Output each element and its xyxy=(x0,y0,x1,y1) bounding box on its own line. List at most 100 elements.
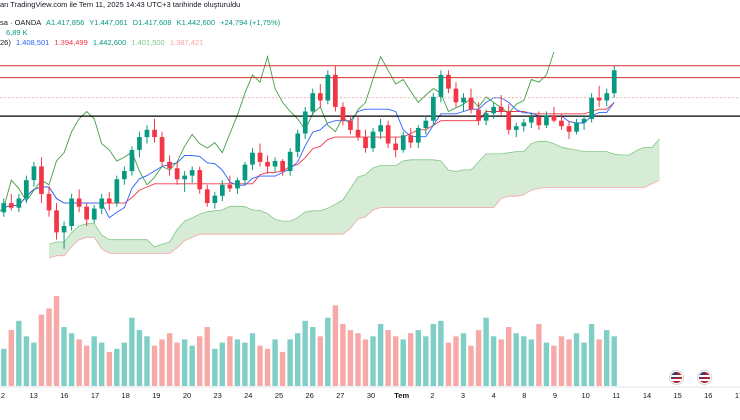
volume-bar xyxy=(445,342,452,386)
candle-body xyxy=(272,161,278,167)
candle-body xyxy=(385,125,391,144)
header-line-1: an TradingView.com ile Tem 11, 2025 14:4… xyxy=(0,0,243,9)
candle-body xyxy=(287,151,293,171)
volume-bar xyxy=(272,339,278,386)
volume-bar xyxy=(99,342,105,386)
cloud-area xyxy=(49,139,660,258)
symbol-label[interactable]: sa · OANDA xyxy=(0,18,42,27)
volume-bar xyxy=(453,336,459,386)
candle-body xyxy=(61,226,67,233)
candle-body xyxy=(529,117,534,123)
candle-body xyxy=(39,166,44,194)
candle-body xyxy=(340,106,346,121)
volume-bar xyxy=(475,330,482,386)
candle-body xyxy=(204,189,210,203)
candle-body xyxy=(122,171,127,180)
volume-bar xyxy=(31,342,37,386)
candle-body xyxy=(446,74,451,89)
us-flag-icon[interactable] xyxy=(670,371,683,384)
volume-bar xyxy=(317,336,323,386)
volume-bar xyxy=(310,327,316,386)
candle-body xyxy=(129,150,135,172)
volume-bar xyxy=(332,305,339,386)
candle-body xyxy=(438,74,444,97)
candle-body xyxy=(91,208,97,220)
candle-body xyxy=(378,125,383,132)
volume-bar xyxy=(460,333,467,386)
candle-body xyxy=(197,170,203,190)
volume-bar xyxy=(581,342,587,386)
candle-body xyxy=(476,109,481,121)
volume-bar xyxy=(295,333,301,386)
candle-body xyxy=(604,93,610,101)
volume-bar xyxy=(121,342,127,386)
chikou-value: 1.442,600 xyxy=(92,38,127,47)
candle-body xyxy=(1,203,7,213)
high-value: Y1.447,061 xyxy=(89,18,128,27)
candle-body xyxy=(182,175,187,180)
x-tick-label: 9 xyxy=(553,391,557,400)
candle-body xyxy=(302,111,308,134)
candle-body xyxy=(69,198,74,226)
candle-body xyxy=(408,135,414,143)
x-tick-label: 25 xyxy=(275,391,283,400)
candle-body xyxy=(137,137,142,150)
volume-bar xyxy=(423,336,429,386)
candle-body xyxy=(159,137,165,162)
volume-bar xyxy=(114,348,120,386)
span-b-line xyxy=(48,179,660,259)
horizontal-levels[interactable] xyxy=(0,65,740,117)
candle-body xyxy=(393,143,398,150)
candle-body xyxy=(468,97,474,110)
x-tick-label: 14 xyxy=(643,391,651,400)
volume-bar xyxy=(400,339,406,386)
us-flag-icon[interactable] xyxy=(698,371,711,384)
x-tick-label: 26 xyxy=(306,391,314,400)
volume-bar xyxy=(23,336,30,386)
header-line-2: sa · OANDA A1.417,856 Y1.447,061 D1.417,… xyxy=(0,18,283,27)
volume-bar xyxy=(513,333,519,386)
volume-bar xyxy=(528,339,534,386)
volume-bar xyxy=(415,330,421,386)
candle-body xyxy=(415,128,421,143)
volume-bar xyxy=(249,333,256,386)
volume-bar xyxy=(61,327,67,386)
volume-bar xyxy=(611,336,617,386)
x-tick-label: 15 xyxy=(674,391,682,400)
indicator-lines xyxy=(0,51,615,219)
candle-body xyxy=(152,129,157,138)
volume-bar xyxy=(604,330,610,386)
x-tick-label: 2 xyxy=(430,391,434,400)
tenkan-line xyxy=(3,97,615,219)
x-tick-label: 2 xyxy=(1,391,5,400)
volume-bar xyxy=(91,336,97,386)
candle-body xyxy=(363,137,368,149)
x-tick-label: 19 xyxy=(152,391,160,400)
candle-body xyxy=(536,117,542,126)
volume-bar xyxy=(370,336,376,386)
volume-bar xyxy=(468,345,474,386)
candle-body xyxy=(596,97,602,101)
volume-bar xyxy=(53,296,60,386)
x-tick-label: 27 xyxy=(336,391,344,400)
candle-body xyxy=(106,198,112,204)
close-value: K1.442,600 xyxy=(176,18,215,27)
candle-body xyxy=(242,164,248,181)
candle-body xyxy=(611,70,617,94)
candle-body xyxy=(31,166,37,181)
volume-bar xyxy=(506,327,512,386)
candle-body xyxy=(46,193,52,211)
candle-body xyxy=(265,161,270,167)
volume-bar xyxy=(8,330,14,386)
x-tick-label: Tem xyxy=(394,391,409,400)
candle-body xyxy=(581,118,587,123)
candle-body xyxy=(589,97,594,119)
low-value: D1.417,608 xyxy=(132,18,172,27)
span-a-line xyxy=(48,138,660,248)
attribution-text: an TradingView.com ile Tem 11, 2025 14:4… xyxy=(0,0,241,9)
candle-body xyxy=(257,152,263,162)
volume-bar xyxy=(144,336,150,386)
candle-body xyxy=(400,135,406,150)
candle-body xyxy=(551,115,557,121)
